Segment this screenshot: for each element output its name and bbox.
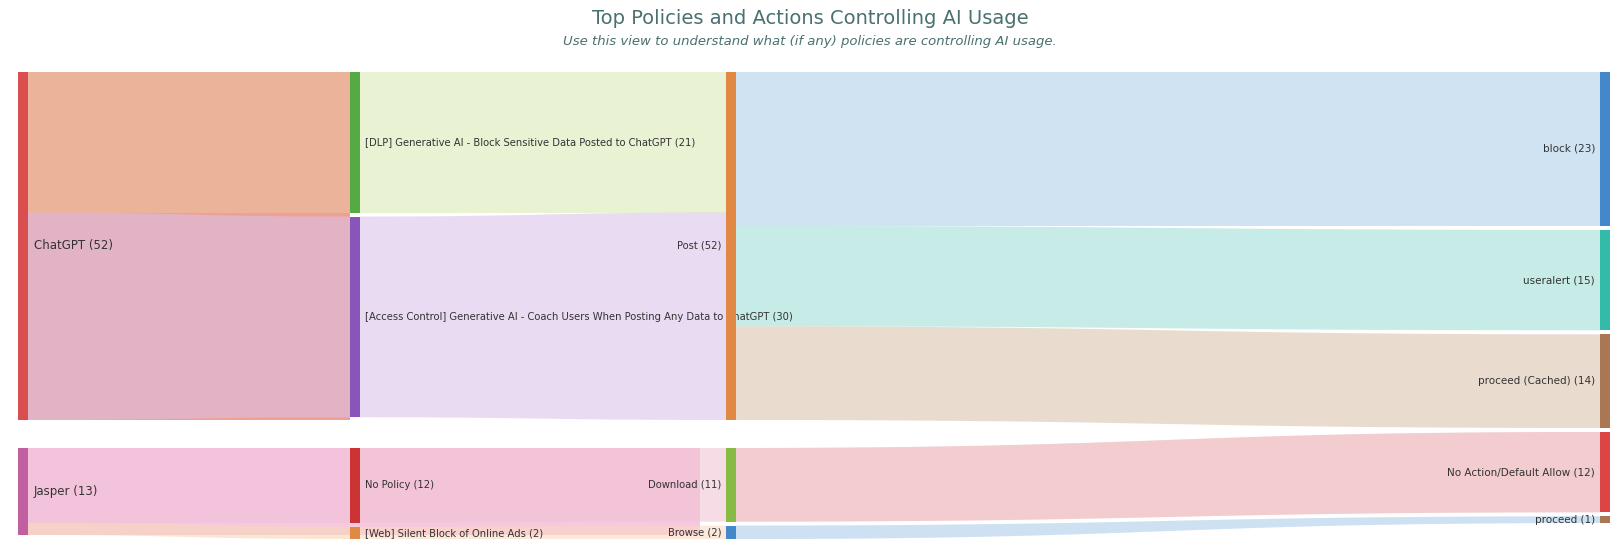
Bar [18,448,700,535]
Text: No Policy (12): No Policy (12) [364,480,434,491]
Bar [1601,517,1610,523]
Text: No Action/Default Allow (12): No Action/Default Allow (12) [1447,467,1596,477]
Polygon shape [28,522,350,539]
Text: Download (11): Download (11) [648,480,721,490]
Polygon shape [735,326,1601,428]
Bar [350,448,360,522]
Bar [726,526,735,539]
Text: Browse (2): Browse (2) [667,527,721,537]
Text: proceed (Cached) (14): proceed (Cached) (14) [1477,376,1596,386]
Polygon shape [360,448,726,522]
Text: Top Policies and Actions Controlling AI Usage: Top Policies and Actions Controlling AI … [591,9,1029,28]
Polygon shape [735,72,1601,226]
Text: [Web] Silent Block of Online Ads (2): [Web] Silent Block of Online Ads (2) [364,528,543,538]
Bar [1601,72,1610,226]
Bar [1601,230,1610,330]
Polygon shape [28,72,350,212]
Text: [Access Control] Generative AI - Coach Users When Posting Any Data to ChatGPT (3: [Access Control] Generative AI - Coach U… [364,312,792,322]
Text: proceed (1): proceed (1) [1534,515,1596,525]
Text: block (23): block (23) [1542,144,1596,154]
Polygon shape [735,226,1601,330]
Text: Use this view to understand what (if any) policies are controlling AI usage.: Use this view to understand what (if any… [564,35,1056,48]
Polygon shape [735,517,1601,539]
Polygon shape [28,448,350,522]
Polygon shape [360,526,726,539]
Bar [18,448,28,535]
Polygon shape [360,212,726,420]
Text: Jasper (13): Jasper (13) [34,485,99,498]
Bar [18,72,350,420]
Bar [350,527,360,539]
Polygon shape [360,72,726,212]
Polygon shape [28,212,350,420]
Text: useralert (15): useralert (15) [1523,275,1596,285]
Bar [1601,432,1610,512]
Polygon shape [735,432,1601,521]
Text: [DLP] Generative AI - Block Sensitive Data Posted to ChatGPT (21): [DLP] Generative AI - Block Sensitive Da… [364,137,695,147]
Polygon shape [735,517,1601,539]
Bar [350,72,360,212]
Bar [726,448,735,521]
Text: ChatGPT (52): ChatGPT (52) [34,240,113,253]
Bar [1601,334,1610,428]
Bar [726,72,735,420]
Text: Post (52): Post (52) [677,241,721,251]
Polygon shape [735,432,1601,521]
Bar [350,217,360,417]
Bar [18,72,28,420]
